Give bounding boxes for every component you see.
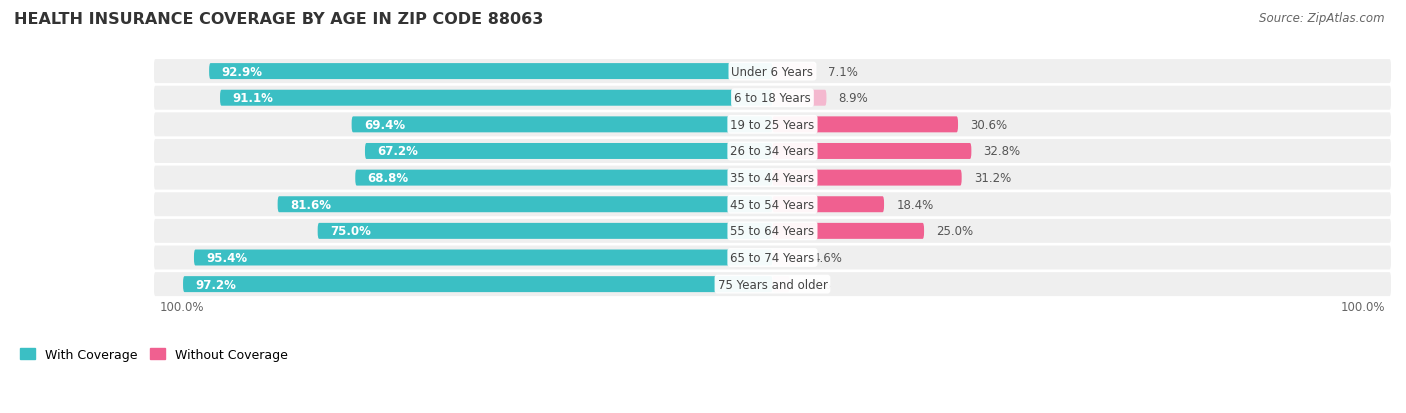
FancyBboxPatch shape [772,117,957,133]
FancyBboxPatch shape [219,90,772,107]
Legend: With Coverage, Without Coverage: With Coverage, Without Coverage [15,343,292,366]
FancyBboxPatch shape [153,193,1391,217]
Text: 8.9%: 8.9% [838,92,869,105]
Text: 2.8%: 2.8% [801,278,831,291]
Text: 92.9%: 92.9% [221,65,263,78]
Text: 35 to 44 Years: 35 to 44 Years [730,172,814,185]
FancyBboxPatch shape [209,64,772,80]
Text: 81.6%: 81.6% [290,198,330,211]
Text: 4.6%: 4.6% [813,252,842,264]
Text: 55 to 64 Years: 55 to 64 Years [730,225,814,238]
Text: HEALTH INSURANCE COVERAGE BY AGE IN ZIP CODE 88063: HEALTH INSURANCE COVERAGE BY AGE IN ZIP … [14,12,544,27]
Text: 100.0%: 100.0% [1340,301,1385,313]
Text: 100.0%: 100.0% [160,301,204,313]
Text: 18.4%: 18.4% [896,198,934,211]
FancyBboxPatch shape [277,197,772,213]
FancyBboxPatch shape [318,223,772,239]
Text: 7.1%: 7.1% [828,65,858,78]
Text: 65 to 74 Years: 65 to 74 Years [730,252,814,264]
FancyBboxPatch shape [772,276,789,292]
FancyBboxPatch shape [153,87,1391,110]
FancyBboxPatch shape [772,144,972,159]
Text: 25.0%: 25.0% [936,225,973,238]
FancyBboxPatch shape [153,246,1391,270]
FancyBboxPatch shape [194,250,772,266]
FancyBboxPatch shape [153,60,1391,84]
Text: 31.2%: 31.2% [974,172,1011,185]
FancyBboxPatch shape [366,144,772,159]
Text: 30.6%: 30.6% [970,119,1007,131]
FancyBboxPatch shape [153,219,1391,243]
Text: 91.1%: 91.1% [232,92,273,105]
Text: 19 to 25 Years: 19 to 25 Years [730,119,814,131]
Text: 67.2%: 67.2% [377,145,418,158]
Text: 6 to 18 Years: 6 to 18 Years [734,92,811,105]
FancyBboxPatch shape [153,273,1391,297]
Text: 95.4%: 95.4% [207,252,247,264]
Text: 75 Years and older: 75 Years and older [717,278,827,291]
Text: Under 6 Years: Under 6 Years [731,65,814,78]
FancyBboxPatch shape [772,170,962,186]
FancyBboxPatch shape [772,64,815,80]
FancyBboxPatch shape [772,223,924,239]
FancyBboxPatch shape [772,90,827,107]
FancyBboxPatch shape [153,166,1391,190]
FancyBboxPatch shape [356,170,772,186]
Text: 97.2%: 97.2% [195,278,236,291]
FancyBboxPatch shape [352,117,772,133]
Text: 32.8%: 32.8% [984,145,1021,158]
Text: Source: ZipAtlas.com: Source: ZipAtlas.com [1260,12,1385,25]
Text: 69.4%: 69.4% [364,119,405,131]
FancyBboxPatch shape [153,140,1391,164]
FancyBboxPatch shape [153,113,1391,137]
Text: 45 to 54 Years: 45 to 54 Years [730,198,814,211]
FancyBboxPatch shape [772,197,884,213]
Text: 26 to 34 Years: 26 to 34 Years [730,145,814,158]
Text: 75.0%: 75.0% [330,225,371,238]
FancyBboxPatch shape [183,276,772,292]
Text: 68.8%: 68.8% [367,172,409,185]
FancyBboxPatch shape [772,250,800,266]
